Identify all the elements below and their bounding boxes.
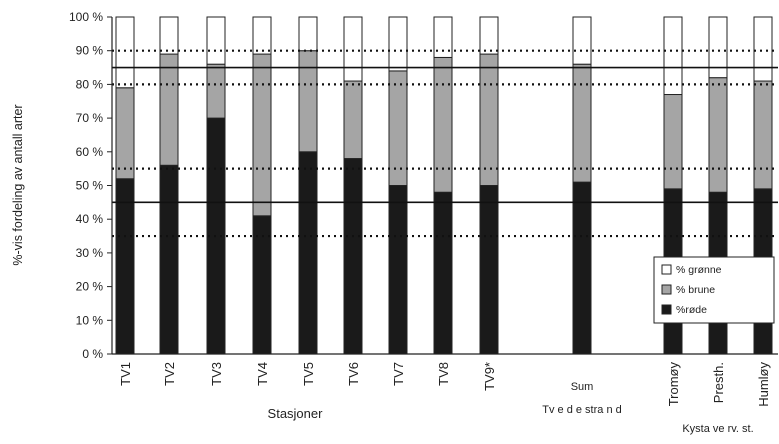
y-tick-label-70: 70 % bbox=[76, 111, 104, 125]
bar-tv3-series-2 bbox=[206, 16, 226, 65]
y-tick-label-0: 0 % bbox=[82, 347, 103, 361]
x-tick-label-tv3: TV3 bbox=[209, 362, 224, 386]
bar-tv9-series-0 bbox=[479, 185, 499, 355]
legend-label-1: % brune bbox=[676, 284, 715, 296]
group-label: Kysta ve rv. st. bbox=[682, 423, 753, 435]
bar-tv6-series-2 bbox=[343, 16, 363, 82]
y-tick-label-80: 80 % bbox=[76, 77, 104, 91]
x-tick-sublabel-tvedestrand: Tv e d e stra n d bbox=[542, 404, 621, 416]
x-tick-label-tv8: TV8 bbox=[436, 362, 451, 386]
bar-sum-series-0 bbox=[572, 181, 592, 355]
bar-tv6-series-0 bbox=[343, 158, 363, 355]
bar-prestholmen-series-1 bbox=[708, 77, 728, 193]
x-tick-label-prestholmen: Presth. bbox=[711, 362, 726, 403]
bar-tv1-series-1 bbox=[115, 87, 135, 180]
bar-tv5-series-2 bbox=[298, 16, 318, 52]
bar-tv4-series-2 bbox=[252, 16, 272, 55]
bar-tv8-series-1 bbox=[433, 56, 453, 193]
bar-tv5-series-1 bbox=[298, 50, 318, 153]
y-axis-label: %-vis fordeling av antall arter bbox=[11, 104, 25, 265]
bar-tv2-series-0 bbox=[159, 164, 179, 355]
y-tick-label-100: 100 % bbox=[69, 10, 103, 24]
bar-tv8-series-2 bbox=[433, 16, 453, 58]
x-tick-label-tv6: TV6 bbox=[346, 362, 361, 386]
axes-layer bbox=[107, 16, 778, 355]
bar-tv1-series-2 bbox=[115, 16, 135, 89]
x-tick-label-tv2: TV2 bbox=[162, 362, 177, 386]
bar-sum-series-2 bbox=[572, 16, 592, 65]
bar-tv4-series-1 bbox=[252, 53, 272, 217]
legend-swatch-0 bbox=[661, 264, 672, 275]
x-tick-label-sum: Sum bbox=[571, 381, 594, 393]
bar-tv7-series-1 bbox=[388, 70, 408, 186]
bar-tromy-series-1 bbox=[663, 94, 683, 190]
legend: % grønne % brune %røde bbox=[653, 256, 775, 324]
x-axis-label: Stasjoner bbox=[268, 406, 324, 421]
bar-tromy-series-2 bbox=[663, 16, 683, 96]
bar-tv2-series-2 bbox=[159, 16, 179, 55]
bar-prestholmen-series-2 bbox=[708, 16, 728, 79]
y-tick-label-60: 60 % bbox=[76, 145, 104, 159]
y-tick-label-30: 30 % bbox=[76, 246, 104, 260]
x-tick-label-tv9: TV9* bbox=[482, 362, 497, 391]
bar-tv1-series-0 bbox=[115, 178, 135, 355]
legend-box bbox=[653, 256, 775, 324]
y-tick-label-40: 40 % bbox=[76, 212, 104, 226]
bar-tv8-series-0 bbox=[433, 191, 453, 355]
x-tick-label-tromy: Tromøy bbox=[666, 362, 681, 407]
x-tick-label-humly: Humløy bbox=[756, 362, 771, 407]
legend-label-2: %røde bbox=[676, 304, 707, 316]
y-tick-label-20: 20 % bbox=[76, 280, 104, 294]
x-tick-label-tv4: TV4 bbox=[255, 362, 270, 386]
bar-sum-series-1 bbox=[572, 63, 592, 183]
bar-humly-series-2 bbox=[753, 16, 773, 82]
x-tick-label-tv1: TV1 bbox=[118, 362, 133, 386]
bar-tv7-series-0 bbox=[388, 185, 408, 355]
legend-swatch-1 bbox=[661, 284, 672, 295]
x-tick-label-tv5: TV5 bbox=[301, 362, 316, 386]
legend-label-0: % grønne bbox=[676, 264, 722, 276]
bar-tv2-series-1 bbox=[159, 53, 179, 166]
bar-tv9-series-2 bbox=[479, 16, 499, 55]
x-tick-label-tv7: TV7 bbox=[391, 362, 406, 386]
bar-tv3-series-1 bbox=[206, 63, 226, 119]
y-tick-label-50: 50 % bbox=[76, 179, 104, 193]
y-tick-label-90: 90 % bbox=[76, 44, 104, 58]
bar-tv5-series-0 bbox=[298, 151, 318, 355]
bar-tv7-series-2 bbox=[388, 16, 408, 72]
y-tick-label-10: 10 % bbox=[76, 313, 104, 327]
bar-humly-series-1 bbox=[753, 80, 773, 190]
bar-tv9-series-1 bbox=[479, 53, 499, 186]
labels-layer: 0 % 10 % 20 % 30 % 40 % 50 % 60 % 70 % 80 % 90 % 1… bbox=[69, 10, 771, 416]
legend-swatch-2 bbox=[661, 304, 672, 315]
bar-tv6-series-1 bbox=[343, 80, 363, 160]
